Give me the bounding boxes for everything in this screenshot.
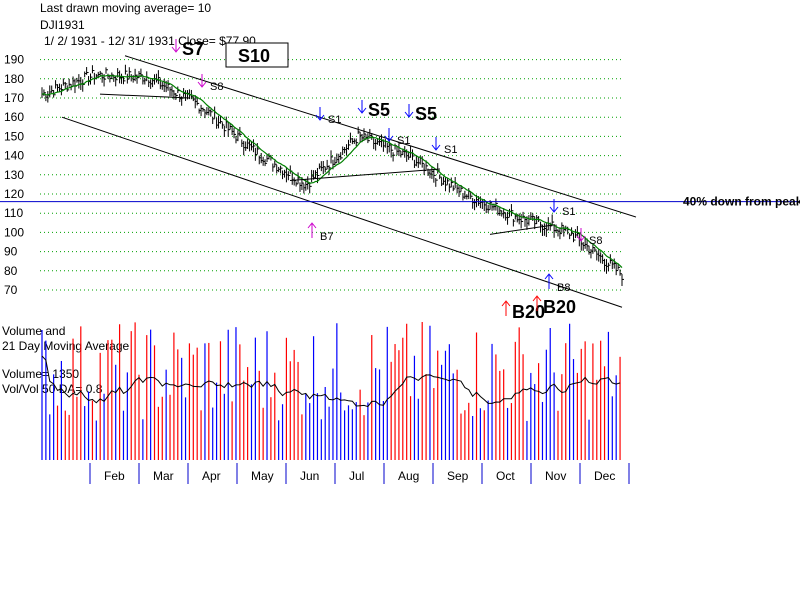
signal-label: S8 — [210, 81, 223, 93]
sell-arrow-head — [576, 235, 586, 242]
buy-arrow-head — [307, 222, 317, 229]
signal-box — [225, 42, 289, 68]
reference-line-label: 40% down from peak — [683, 195, 800, 209]
signal-label: S10 — [238, 46, 270, 66]
month-label: May — [251, 469, 274, 483]
y-tick-label: 140 — [4, 149, 24, 163]
signal-label: B8 — [557, 282, 570, 294]
month-label: Mar — [153, 469, 174, 483]
signal-label: B20 — [512, 302, 545, 322]
signal-label: S7 — [182, 39, 204, 59]
month-label: Sep — [447, 469, 469, 483]
header-range: 1/ 2/ 1931 - 12/ 31/ 1931 Close= $77.90 — [44, 34, 256, 48]
month-label: Jun — [300, 469, 319, 483]
y-tick-label: 160 — [4, 110, 24, 124]
signal-label: S5 — [368, 100, 390, 120]
neckline — [489, 224, 556, 235]
volume-label-4: Vol/Vol 50 DA= 0.8 — [2, 382, 103, 396]
sell-arrow-head — [384, 135, 394, 142]
y-tick-label: 170 — [4, 91, 24, 105]
neckline — [289, 168, 441, 182]
volume-label-2: 21 Day Moving Average — [2, 339, 130, 353]
sell-arrow-head — [197, 81, 207, 88]
sell-arrow-head — [431, 144, 441, 151]
sell-arrow-head — [315, 114, 325, 121]
header-symbol: DJI1931 — [40, 18, 85, 32]
month-label: Oct — [496, 469, 515, 483]
upper-channel-line — [124, 55, 637, 218]
sell-arrow-head — [549, 206, 559, 213]
month-label: Feb — [104, 469, 125, 483]
y-tick-label: 150 — [4, 129, 24, 143]
moving-average-line — [41, 74, 623, 269]
sell-arrow-head — [404, 111, 414, 118]
month-label: Nov — [545, 469, 566, 483]
month-label: Apr — [202, 469, 221, 483]
signal-label: S1 — [397, 135, 410, 147]
buy-arrow-head — [532, 295, 542, 302]
month-label: Jul — [349, 469, 364, 483]
signal-label: S8 — [589, 235, 602, 247]
signal-label: S1 — [444, 144, 457, 156]
y-tick-label: 120 — [4, 187, 24, 201]
month-label: Dec — [594, 469, 615, 483]
y-tick-label: 90 — [4, 245, 18, 259]
y-tick-label: 110 — [4, 206, 23, 220]
volume-moving-average — [41, 355, 621, 408]
signal-label: S1 — [562, 206, 575, 218]
y-tick-label: 100 — [4, 225, 24, 239]
volume-label-1: Volume and — [2, 324, 66, 338]
sell-arrow-head — [171, 46, 181, 53]
sell-arrow-head — [357, 107, 367, 114]
y-tick-label: 180 — [4, 72, 24, 86]
buy-arrow-head — [501, 300, 511, 307]
y-tick-label: 190 — [4, 53, 24, 67]
volume-label-3: Volume= 1350 — [2, 367, 80, 381]
y-tick-label: 80 — [4, 264, 18, 278]
header-ma: Last drawn moving average= 10 — [40, 1, 212, 15]
y-tick-label: 130 — [4, 168, 24, 182]
y-tick-label: 70 — [4, 283, 18, 297]
signal-label: B20 — [543, 297, 576, 317]
signal-label: S5 — [415, 104, 437, 124]
signal-label: B7 — [320, 231, 333, 243]
lower-channel-line — [61, 116, 623, 308]
buy-arrow-head — [544, 273, 554, 280]
month-label: Aug — [398, 469, 419, 483]
signal-label: S1 — [328, 114, 341, 126]
neckline — [99, 93, 191, 99]
